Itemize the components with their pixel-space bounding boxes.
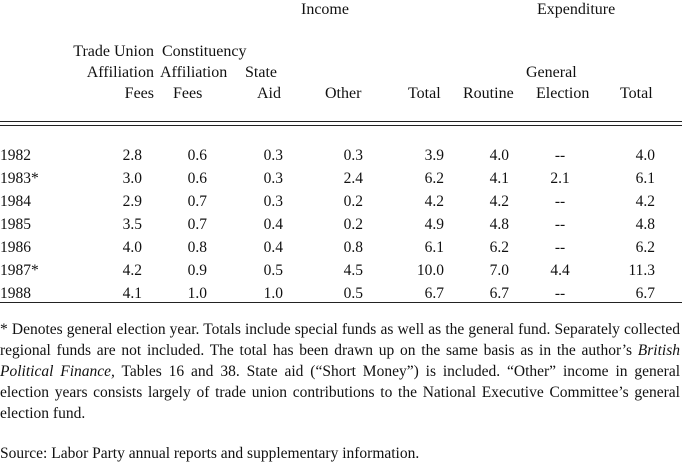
- cell-other: 0.2: [343, 193, 363, 210]
- col-constituency-line1: Constituency: [162, 43, 247, 60]
- col-income-total: Total: [408, 85, 441, 102]
- col-expenditure-total: Total: [620, 85, 653, 102]
- footnote-book-title: British Political Finance,: [0, 342, 680, 380]
- footnote: * Denotes general election year. Totals …: [0, 319, 680, 424]
- col-trade-union-line2: Affiliation: [86, 64, 154, 81]
- cell-expenditure-total: 6.1: [635, 170, 655, 187]
- cell-general-election: --: [554, 193, 566, 210]
- col-general-election-line1: General: [526, 64, 577, 81]
- col-state-aid-line1: State: [245, 64, 277, 81]
- cell-income-total: 4.9: [424, 216, 444, 233]
- col-general-election-line2: Election: [536, 85, 590, 102]
- cell-other: 2.4: [343, 170, 363, 187]
- income-group-header: Income: [301, 1, 349, 18]
- cell-general-election: 2.1: [550, 170, 570, 187]
- cell-other: 0.3: [343, 147, 363, 164]
- cell-other: 0.5: [343, 285, 363, 302]
- cell-general-election: --: [554, 239, 566, 256]
- cell-routine: 7.0: [489, 262, 509, 279]
- cell-constituency-fees: 1.0: [187, 285, 207, 302]
- cell-year: 1988: [0, 285, 31, 302]
- cell-constituency-fees: 0.9: [187, 262, 207, 279]
- cell-income-total: 3.9: [424, 147, 444, 164]
- cell-routine: 4.2: [489, 193, 509, 210]
- cell-state-aid: 0.4: [263, 239, 283, 256]
- cell-year: 1982: [0, 147, 31, 164]
- cell-year: 1984: [0, 193, 31, 210]
- col-state-aid-line2: Aid: [257, 85, 281, 102]
- cell-state-aid: 1.0: [263, 285, 283, 302]
- col-trade-union-line3: Fees: [124, 85, 154, 102]
- cell-general-election: 4.4: [550, 262, 570, 279]
- cell-constituency-fees: 0.7: [187, 216, 207, 233]
- cell-constituency-fees: 0.6: [187, 170, 207, 187]
- cell-routine: 6.2: [489, 239, 509, 256]
- cell-income-total: 10.0: [416, 262, 444, 279]
- cell-year: 1986: [0, 239, 31, 256]
- cell-trade-union-fees: 4.1: [122, 285, 142, 302]
- cell-trade-union-fees: 3.5: [122, 216, 142, 233]
- cell-expenditure-total: 4.8: [635, 216, 655, 233]
- cell-state-aid: 0.3: [263, 170, 283, 187]
- cell-state-aid: 0.4: [263, 216, 283, 233]
- cell-income-total: 6.2: [424, 170, 444, 187]
- cell-general-election: --: [554, 216, 566, 233]
- cell-expenditure-total: 4.2: [635, 193, 655, 210]
- cell-state-aid: 0.5: [263, 262, 283, 279]
- footnote-text-2: Tables 16 and 38. State aid (“Short Mone…: [0, 363, 681, 422]
- cell-trade-union-fees: 2.8: [122, 147, 142, 164]
- table-top-rule-inner: [0, 125, 682, 126]
- cell-expenditure-total: 11.3: [628, 262, 655, 279]
- footnote-text-1: * Denotes general election year. Totals …: [0, 321, 680, 359]
- cell-year: 1983*: [0, 170, 39, 187]
- cell-expenditure-total: 6.2: [635, 239, 655, 256]
- cell-other: 0.8: [343, 239, 363, 256]
- cell-trade-union-fees: 2.9: [122, 193, 142, 210]
- cell-constituency-fees: 0.6: [187, 147, 207, 164]
- cell-income-total: 6.1: [424, 239, 444, 256]
- cell-other: 0.2: [343, 216, 363, 233]
- cell-trade-union-fees: 3.0: [122, 170, 142, 187]
- cell-other: 4.5: [343, 262, 363, 279]
- expenditure-group-header: Expenditure: [537, 1, 616, 18]
- cell-state-aid: 0.3: [263, 193, 283, 210]
- source-note: Source: Labor Party annual reports and s…: [0, 445, 420, 462]
- col-trade-union-line1: Trade Union: [73, 43, 154, 60]
- cell-routine: 6.7: [489, 285, 509, 302]
- col-other: Other: [325, 85, 362, 102]
- cell-state-aid: 0.3: [263, 147, 283, 164]
- cell-income-total: 6.7: [424, 285, 444, 302]
- cell-routine: 4.0: [489, 147, 509, 164]
- col-constituency-line2: Affiliation: [160, 64, 228, 81]
- cell-trade-union-fees: 4.0: [122, 239, 142, 256]
- col-constituency-line3: Fees: [173, 85, 203, 102]
- cell-income-total: 4.2: [424, 193, 444, 210]
- cell-routine: 4.1: [489, 170, 509, 187]
- cell-expenditure-total: 4.0: [635, 147, 655, 164]
- cell-routine: 4.8: [489, 216, 509, 233]
- table-top-rule: [0, 121, 682, 122]
- cell-general-election: --: [554, 285, 566, 302]
- cell-general-election: --: [554, 147, 566, 164]
- cell-trade-union-fees: 4.2: [122, 262, 142, 279]
- cell-constituency-fees: 0.7: [187, 193, 207, 210]
- cell-constituency-fees: 0.8: [187, 239, 207, 256]
- col-routine: Routine: [463, 85, 514, 102]
- table-bottom-rule: [0, 302, 682, 303]
- cell-year: 1987*: [0, 262, 39, 279]
- cell-expenditure-total: 6.7: [635, 285, 655, 302]
- cell-year: 1985: [0, 216, 31, 233]
